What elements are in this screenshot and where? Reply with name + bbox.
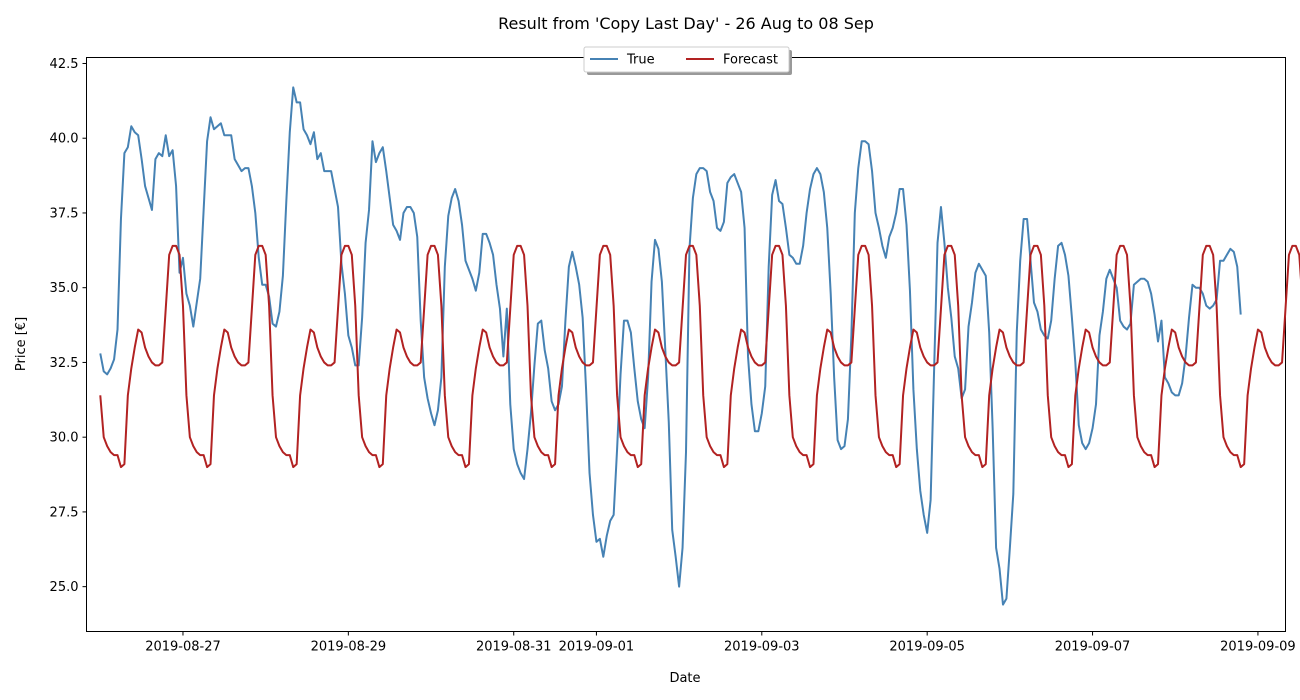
series-layer (99, 86, 1300, 606)
y-tick-label: 37.5 (50, 206, 79, 221)
chart-title: Result from 'Copy Last Day' - 26 Aug to … (498, 14, 874, 33)
x-tick-label: 2019-08-27 (145, 640, 221, 655)
legend-label-forecast: Forecast (723, 53, 778, 68)
x-tick-label: 2019-09-05 (889, 640, 965, 655)
series-line-forecast (99, 244, 1300, 469)
legend-label-true: True (626, 53, 655, 68)
x-axis-label: Date (669, 671, 700, 686)
x-tick-label: 2019-09-07 (1055, 640, 1131, 655)
y-tick-label: 25.0 (50, 580, 79, 595)
y-tick-label: 32.5 (50, 356, 79, 371)
y-tick-label: 40.0 (50, 132, 79, 147)
x-tick-label: 2019-08-31 (476, 640, 552, 655)
legend: True Forecast (583, 46, 792, 75)
y-axis-label: Price [€] (14, 317, 29, 371)
y-tick-label: 42.5 (50, 57, 79, 72)
y-tick-label: 30.0 (50, 431, 79, 446)
x-tick-label: 2019-09-01 (559, 640, 635, 655)
x-tick-label: 2019-08-29 (311, 640, 387, 655)
y-tick-label: 27.5 (50, 505, 79, 520)
series-line-true (99, 86, 1242, 606)
y-tick-label: 35.0 (50, 281, 79, 296)
x-tick-label: 2019-09-09 (1220, 640, 1296, 655)
x-axis: 2019-08-27 2019-08-29 2019-08-31 2019-09-01… (145, 631, 1296, 655)
x-tick-label: 2019-09-03 (724, 640, 800, 655)
y-axis: 25.0 27.5 30.0 32.5 35.0 37.5 40.0 42.5 (50, 57, 87, 595)
